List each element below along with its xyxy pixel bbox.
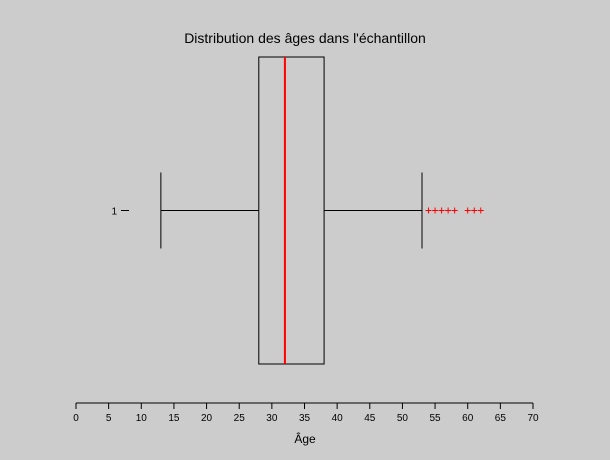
outlier-marker — [445, 207, 452, 214]
x-tick-label: 5 — [106, 413, 112, 424]
x-tick-label: 55 — [430, 413, 442, 424]
x-axis-label: Âge — [294, 431, 316, 446]
x-tick-label: 40 — [332, 413, 344, 424]
outlier-marker — [477, 207, 484, 214]
outlier-marker — [432, 207, 439, 214]
x-axis: 0 5 10 15 20 25 30 35 40 45 50 55 60 65 70 — [73, 402, 539, 424]
x-tick-label: 65 — [495, 413, 507, 424]
outlier-marker — [438, 207, 445, 214]
x-tick-label: 20 — [201, 413, 213, 424]
x-tick-label: 50 — [397, 413, 409, 424]
x-tick-label: 15 — [168, 413, 180, 424]
x-tick-label: 35 — [299, 413, 311, 424]
x-tick-label: 30 — [266, 413, 278, 424]
x-tick-label: 10 — [136, 413, 148, 424]
outlier-marker — [464, 207, 471, 214]
x-tick-label: 0 — [73, 413, 79, 424]
plot-area — [160, 56, 484, 365]
outlier-marker — [471, 207, 478, 214]
outlier-marker — [451, 207, 458, 214]
y-axis: 1 — [111, 207, 129, 218]
x-tick-label: 25 — [234, 413, 246, 424]
chart-title: Distribution des âges dans l'échantillon — [184, 30, 426, 46]
outlier-marker — [425, 207, 432, 214]
x-tick-label: 60 — [462, 413, 474, 424]
y-tick-label: 1 — [111, 207, 117, 218]
iqr-box — [258, 56, 325, 365]
x-tick-label: 70 — [527, 413, 539, 424]
x-tick-label: 45 — [364, 413, 376, 424]
